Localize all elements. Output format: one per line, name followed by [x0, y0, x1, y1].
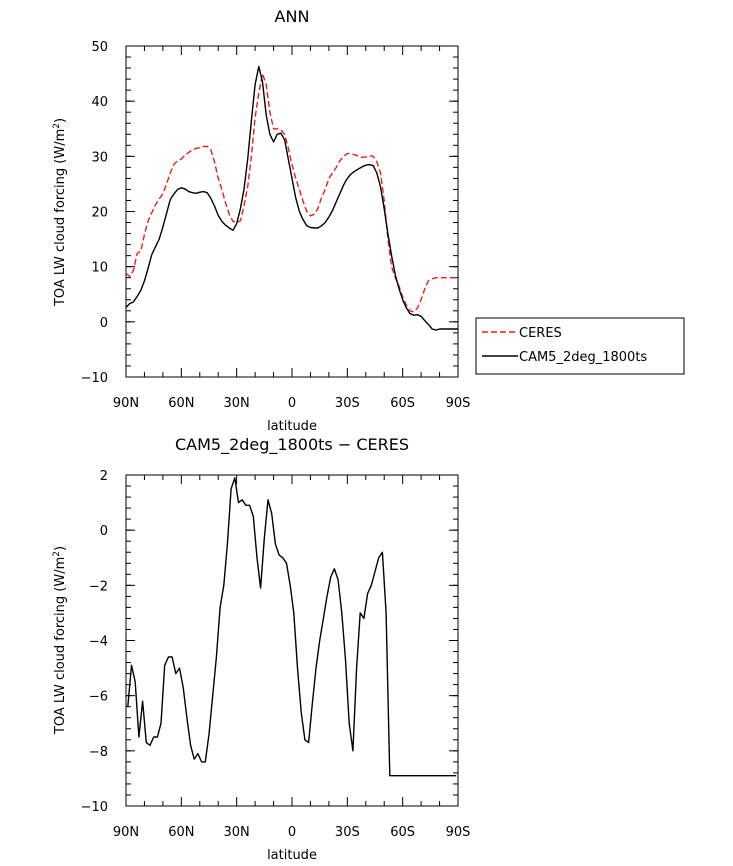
y-tick-label: 2 [100, 469, 108, 484]
x-tick-label: 30N [224, 825, 250, 840]
x-tick-label: 90S [446, 396, 471, 411]
x-tick-label: 30S [335, 825, 360, 840]
xlabel-top: latitude [267, 419, 317, 434]
y-tick-label: 0 [100, 316, 108, 331]
series-top [125, 65, 458, 331]
x-tick-label: 60N [168, 825, 194, 840]
y-tick-label: 0 [100, 524, 108, 539]
y-tick-label: 20 [91, 206, 108, 221]
plot-frame-top [125, 45, 459, 378]
legend: CERES CAM5_2deg_1800ts [475, 317, 685, 375]
x-tick-label: 0 [288, 825, 296, 840]
x-tick-label: 60S [390, 825, 415, 840]
x-tick-label: 90N [113, 396, 139, 411]
legend-label-ceres: CERES [519, 326, 562, 341]
plot-frame-bottom [125, 474, 459, 807]
y-tick-label: 40 [91, 95, 108, 110]
panel-bottom: CAM5_2deg_1800ts − CERES 90N 60N 30N 0 30S 60… [52, 435, 470, 863]
series-line-1-0 [127, 477, 457, 777]
x-tick-label: 0 [288, 396, 296, 411]
title-bottom: CAM5_2deg_1800ts − CERES [175, 435, 409, 455]
x-tick-label: 30S [335, 396, 360, 411]
y-tick-label: −2 [89, 579, 108, 594]
xlabel-bottom: latitude [267, 848, 317, 863]
y-tick-label: −10 [81, 800, 108, 815]
x-tick-label: 30N [224, 396, 250, 411]
panel-top: ANN 90N 60N 30N 0 30S 60S 90S −10 0 10 20 30 40 50 la… [52, 7, 470, 434]
ylabel-top: TOA LW cloud forcing (W/m2) [52, 118, 68, 307]
y-tick-label: 10 [91, 261, 108, 276]
legend-label-cam5: CAM5_2deg_1800ts [519, 350, 647, 365]
ylabel-bottom: TOA LW cloud forcing (W/m2) [52, 546, 68, 735]
x-tick-label: 60N [168, 396, 194, 411]
y-tick-label: −4 [89, 635, 108, 650]
series-bottom [127, 477, 457, 777]
title-top: ANN [275, 7, 310, 26]
legend-box [475, 317, 685, 375]
x-tick-label: 60S [390, 396, 415, 411]
series-line-0-0 [125, 72, 458, 313]
y-tick-label: −8 [89, 745, 108, 760]
series-line-0-1 [125, 65, 458, 331]
x-tick-label: 90N [113, 825, 139, 840]
y-tick-label: 50 [91, 40, 108, 55]
y-tick-label: −6 [89, 690, 108, 705]
ticks-top: 90N 60N 30N 0 30S 60S 90S −10 0 10 20 30 40 50 [81, 40, 471, 411]
y-tick-label: −10 [81, 371, 108, 386]
ticks-bottom: 90N 60N 30N 0 30S 60S 90S −10 −8 −6 −4 −2 0 2 [81, 469, 471, 840]
y-tick-label: 30 [91, 150, 108, 165]
x-tick-label: 90S [446, 825, 471, 840]
